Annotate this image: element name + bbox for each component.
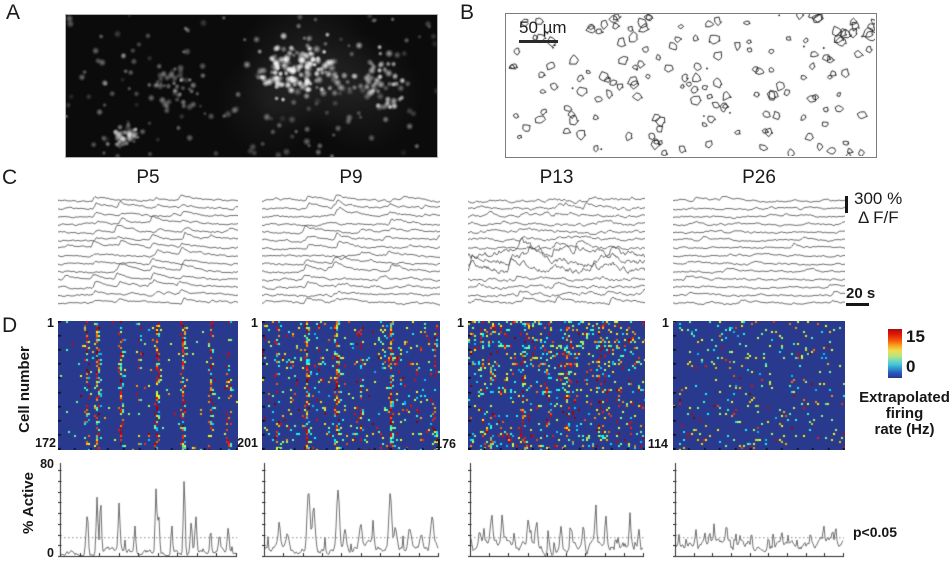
heatmap-top-tick-p26: 1 [662,316,669,330]
age-title-p5: P5 [136,167,160,188]
traces-p26 [673,192,845,310]
panel-a-fluorescence-image [65,14,438,158]
scale-bar [519,40,558,43]
amplitude-scale-value: 300 % [854,189,903,208]
cell-count-p26: 114 [647,437,668,451]
significance-label: p<0.05 [853,524,897,540]
active-axis-label: % Active [20,472,37,534]
heatmap-p26 [673,321,845,450]
cell-count-p5: 172 [35,436,56,450]
colorbar-title: Extrapolated firing rate (Hz) [856,390,951,438]
scale-bar-label: 50 µm [519,18,567,37]
heatmap-p5 [58,321,238,450]
heatmap-p13 [468,321,645,450]
traces-p13 [468,192,645,310]
heatmap-top-tick-p9: 1 [251,316,258,330]
panel-a-label: A [6,1,21,24]
age-title-p26: P26 [742,167,776,188]
cell-count-p9: 201 [237,436,258,450]
heatmap-top-tick-p13: 1 [457,316,464,330]
colorbar [888,329,902,378]
time-scale-label: 20 s [846,285,876,302]
traces-p5 [58,192,238,310]
cell-number-axis-label: Cell number [16,346,33,433]
colorbar-min: 0 [906,357,916,376]
active-plot-p26 [673,462,845,558]
active-plot-p5 [58,462,238,558]
amplitude-scale-unit: Δ F/F [858,208,899,227]
active-ymin-label: 0 [47,546,54,560]
panel-b-label: B [460,1,475,24]
panel-b-roi-map: 50 µm [505,13,877,158]
cell-count-p13: 176 [435,437,456,451]
active-plot-p13 [468,462,645,558]
colorbar-title-line1: Extrapolated [859,389,950,406]
amplitude-scale-bar [845,196,848,213]
heatmap-p9 [262,321,440,450]
panel-b-roi-outlines [506,14,875,156]
age-title-p9: P9 [339,167,363,188]
colorbar-max: 15 [906,327,925,346]
age-title-p13: P13 [539,167,574,188]
active-ymax-label: 80 [40,457,54,471]
active-plot-p9 [262,462,440,558]
colorbar-title-line2: firing [885,405,924,422]
panel-c-label: C [2,166,18,189]
heatmap-top-tick-p5: 1 [47,316,54,330]
traces-p9 [262,192,440,310]
panel-d-label: D [2,314,18,337]
time-scale-bar [846,303,869,306]
colorbar-title-line3: rate (Hz) [874,421,935,438]
